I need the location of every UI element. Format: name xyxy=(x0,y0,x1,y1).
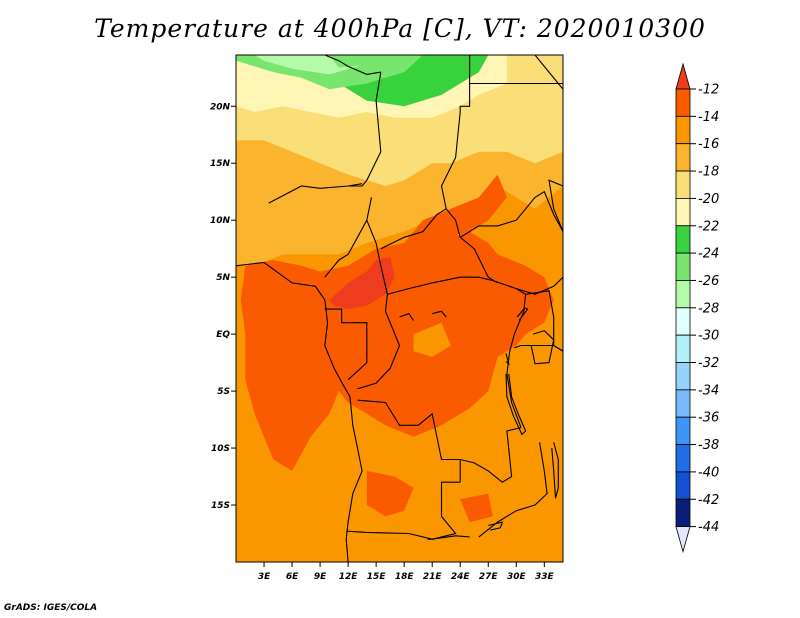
temperature-field xyxy=(236,55,563,562)
border-tanzania xyxy=(514,344,563,352)
border-namibia xyxy=(346,530,470,540)
y-tick-label: 15S xyxy=(211,501,230,511)
colorbar-swatch xyxy=(675,416,691,445)
colorbar-label: -24 xyxy=(698,247,719,262)
x-tick-label: 30E xyxy=(507,572,527,582)
x-tick-label: 15E xyxy=(367,572,387,582)
colorbar-label: -44 xyxy=(698,520,719,535)
band-14-12-east xyxy=(460,493,493,523)
colorbar-swatch xyxy=(675,526,691,554)
x-axis: 3E 6E 9E 12E 15E 18E 21E 24E 27E 30E 33E xyxy=(258,562,555,582)
lake-kariba xyxy=(488,521,504,531)
colorbar-swatch xyxy=(675,362,691,391)
grads-credit: GrADS: IGES/COLA xyxy=(4,603,98,613)
border-drc-angola xyxy=(357,399,461,483)
border-sudan-southsudan xyxy=(459,190,563,238)
border-zambia-malawi xyxy=(478,442,548,538)
colorbar-label: -42 xyxy=(698,493,719,508)
colorbar-swatch xyxy=(675,197,691,227)
colorbar-swatch xyxy=(675,280,691,309)
colorbar-swatch xyxy=(675,62,691,90)
colorbar-label: -40 xyxy=(698,465,719,480)
border-drc-zambia xyxy=(460,427,522,483)
border-south-sudan xyxy=(492,276,563,295)
colorbar-label: -22 xyxy=(698,219,719,234)
x-tick-label: 27E xyxy=(479,572,499,582)
lake-victoria xyxy=(530,330,555,365)
y-tick-label: 10S xyxy=(211,444,230,454)
coastline-west xyxy=(236,261,363,562)
colorbar-swatch xyxy=(675,252,691,281)
x-tick-label: 18E xyxy=(395,572,415,582)
colorbar-swatch xyxy=(675,170,691,199)
border-chad-sudan xyxy=(440,111,498,284)
x-tick-label: 21E xyxy=(423,572,443,582)
border-nigeria-niger xyxy=(268,183,363,204)
x-tick-label: 24E xyxy=(451,572,471,582)
band-14-12-main xyxy=(240,174,554,471)
colorbar-label: -36 xyxy=(698,411,719,426)
colorbar-swatch xyxy=(675,225,691,254)
lake-albert xyxy=(516,307,529,321)
colorbar-label: -16 xyxy=(698,137,719,152)
x-tick-label: 9E xyxy=(314,572,327,582)
border-car-chad xyxy=(380,208,447,250)
colorbar-swatch xyxy=(675,307,691,336)
border-car-drc xyxy=(387,276,494,295)
colorbar-label: -14 xyxy=(698,110,719,125)
y-tick-label: 20N xyxy=(210,102,231,112)
x-tick-label: 3E xyxy=(258,572,271,582)
border-congo-drc xyxy=(357,311,401,390)
lake-tanganyika xyxy=(505,373,527,436)
band-26-24-core xyxy=(329,55,377,68)
colorbar-label: -30 xyxy=(698,329,719,344)
y-tick-label: 10N xyxy=(210,216,231,226)
colorbar-swatch xyxy=(675,115,691,145)
x-tick-label: 33E xyxy=(535,572,555,582)
y-tick-label: 5S xyxy=(217,387,230,397)
colorbar-label: -18 xyxy=(698,165,719,180)
colorbar-label: -38 xyxy=(698,438,719,453)
plot-frame xyxy=(235,54,564,563)
band-gt-12 xyxy=(329,256,395,310)
river-blip-2 xyxy=(432,310,447,318)
border-nigeria-cameroon xyxy=(324,197,373,278)
colorbar-label: -12 xyxy=(698,83,719,98)
border-algeria-libya xyxy=(324,55,381,75)
band-14-12-south xyxy=(366,470,414,517)
colorbar-label: -34 xyxy=(698,383,719,398)
lake-malawi xyxy=(551,442,559,499)
x-tick-label: 12E xyxy=(339,572,359,582)
coast-redsea xyxy=(534,55,563,90)
colorbar-swatch xyxy=(675,471,691,500)
colorbar-label: -20 xyxy=(698,192,719,207)
colorbar-swatch xyxy=(675,88,691,117)
colorbar-swatch xyxy=(675,444,691,473)
colorbar-label: -32 xyxy=(698,356,719,371)
colorbar-swatch xyxy=(675,498,691,528)
border-gabon-congo xyxy=(324,308,368,381)
y-tick-label: 5N xyxy=(216,273,230,283)
y-tick-label: EQ xyxy=(216,330,230,340)
colorbar: -12 -14 -16 -18 -20 -22 -24 -26 -28 -30 -32 -34 -36 -… xyxy=(675,62,719,554)
lake-kivu xyxy=(505,353,510,366)
colorbar-swatch xyxy=(675,334,691,363)
border-libya-east xyxy=(459,55,471,112)
colorbar-label: -26 xyxy=(698,274,719,289)
chart-title: Temperature at 400hPa [C], VT: 202001030… xyxy=(94,14,706,43)
band-16-14-hole xyxy=(413,322,451,357)
y-axis: 20N 15N 10N 5N EQ 5S 10S 15S xyxy=(210,102,236,511)
x-tick-label: 6E xyxy=(286,572,299,582)
border-niger-chad xyxy=(348,72,382,187)
y-tick-label: 15N xyxy=(210,159,231,169)
colorbar-swatch xyxy=(675,389,691,418)
colorbar-swatch xyxy=(675,143,691,172)
border-cameroon-car xyxy=(366,219,388,312)
border-sudan-ethiopia xyxy=(548,179,563,232)
river-blip-1 xyxy=(399,312,414,321)
country-borders xyxy=(236,55,563,562)
colorbar-label: -28 xyxy=(698,301,719,316)
border-drc-east xyxy=(506,288,527,428)
